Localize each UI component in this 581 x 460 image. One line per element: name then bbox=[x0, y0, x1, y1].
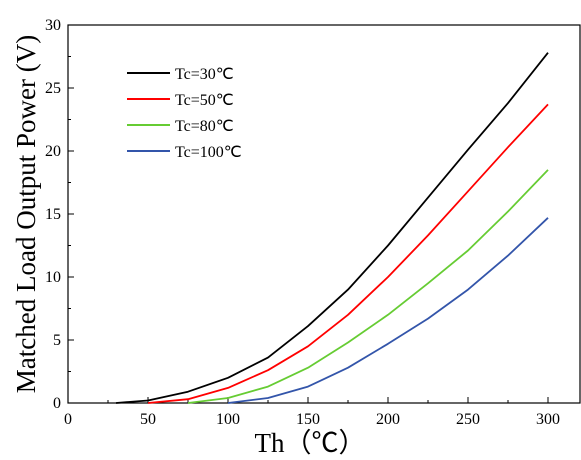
x-tick-label: 50 bbox=[140, 411, 156, 428]
series-line-2 bbox=[147, 103, 549, 404]
y-tick-label: 20 bbox=[45, 143, 61, 160]
y-axis-label: Matched Load Output Power (V) bbox=[11, 35, 41, 393]
legend: Tc=30℃ Tc=50℃ Tc=80℃ Tc=100℃ bbox=[127, 66, 242, 161]
y-tick-label: 10 bbox=[45, 269, 61, 286]
x-tick-label: 250 bbox=[456, 411, 480, 428]
series-line-1 bbox=[115, 52, 549, 404]
series-group bbox=[115, 52, 549, 404]
legend-label: Tc=30℃ bbox=[175, 66, 234, 83]
legend-label: Tc=80℃ bbox=[175, 118, 234, 135]
series-line-3 bbox=[187, 169, 549, 404]
y-tick-label: 30 bbox=[45, 17, 61, 34]
x-tick-label: 0 bbox=[64, 411, 72, 428]
legend-label: Tc=100℃ bbox=[175, 144, 242, 161]
y-tick-label: 25 bbox=[45, 80, 61, 97]
y-tick-label: 0 bbox=[53, 395, 61, 412]
x-tick-label: 150 bbox=[296, 411, 320, 428]
y-tick-label: 5 bbox=[53, 332, 61, 349]
x-tick-label: 200 bbox=[376, 411, 400, 428]
series-line-4 bbox=[227, 217, 549, 404]
plot-frame bbox=[67, 24, 581, 404]
y-tick-label: 15 bbox=[45, 206, 61, 223]
x-axis-label: Th（℃） bbox=[255, 428, 366, 458]
x-tick-label: 300 bbox=[536, 411, 560, 428]
legend-label: Tc=50℃ bbox=[175, 92, 234, 109]
ticks: 0 50 100 150 200 250 300 0 5 10 15 20 25 30 bbox=[45, 17, 560, 428]
x-tick-label: 100 bbox=[216, 411, 240, 428]
